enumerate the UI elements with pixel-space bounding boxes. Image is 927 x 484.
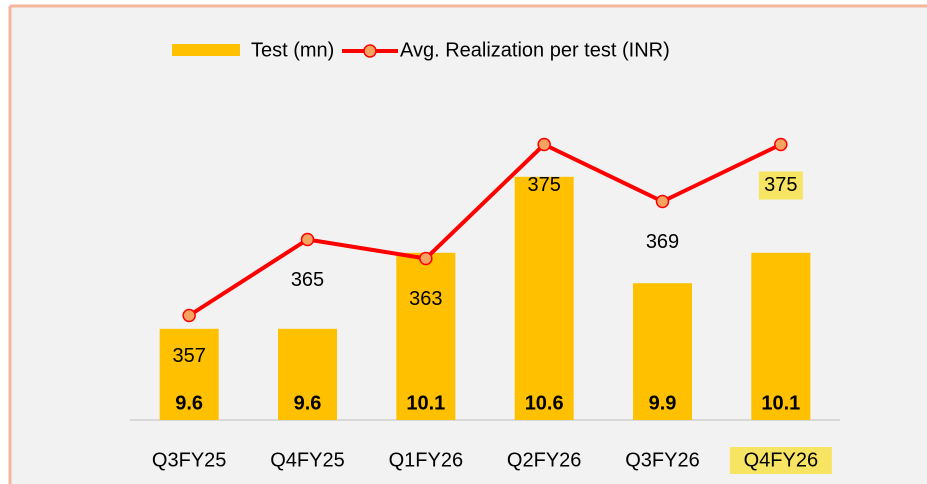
- line-value-label: 365: [291, 269, 324, 291]
- line-marker: [419, 251, 433, 266]
- line-marker: [774, 137, 788, 152]
- bar-value-label: 10.1: [406, 392, 445, 414]
- line-marker: [537, 137, 551, 152]
- bar: [159, 328, 219, 420]
- line-value-label: 375: [527, 174, 560, 196]
- line-marker: [655, 194, 670, 209]
- bar: [278, 328, 337, 420]
- legend-label: Avg. Realization per test (INR): [400, 39, 670, 61]
- bar: [396, 252, 456, 420]
- bar-value-label: 9.9: [649, 392, 677, 414]
- line-value-label: 369: [646, 231, 679, 253]
- bar: [514, 176, 574, 420]
- x-tick-label: Q2FY26: [507, 449, 581, 471]
- bar-value-label: 9.6: [175, 392, 203, 414]
- bar-value-label: 10.6: [525, 392, 564, 414]
- legend-marker: [363, 44, 377, 58]
- line-value-label: 357: [172, 345, 205, 367]
- x-tick-label: Q3FY25: [152, 449, 226, 471]
- x-tick-label: Q1FY26: [389, 449, 463, 471]
- category-highlight: [729, 447, 832, 474]
- line: [188, 142, 782, 318]
- line-marker: [182, 308, 196, 323]
- bar: [751, 252, 811, 420]
- legend-label: Test (mn): [251, 39, 334, 61]
- bar-value-label: 9.6: [294, 392, 322, 414]
- x-tick-label: Q4FY25: [270, 449, 344, 471]
- bar-value-label: 10.1: [761, 392, 800, 414]
- label-highlight: [758, 171, 803, 200]
- x-tick-label: Q4FY26: [744, 449, 818, 471]
- x-tick-label: Q3FY26: [625, 449, 699, 471]
- bar: [633, 283, 692, 420]
- legend-swatch: [172, 44, 240, 56]
- line-value-label: 363: [409, 288, 442, 310]
- line-marker: [300, 232, 315, 247]
- line-value-label: 375: [764, 174, 797, 196]
